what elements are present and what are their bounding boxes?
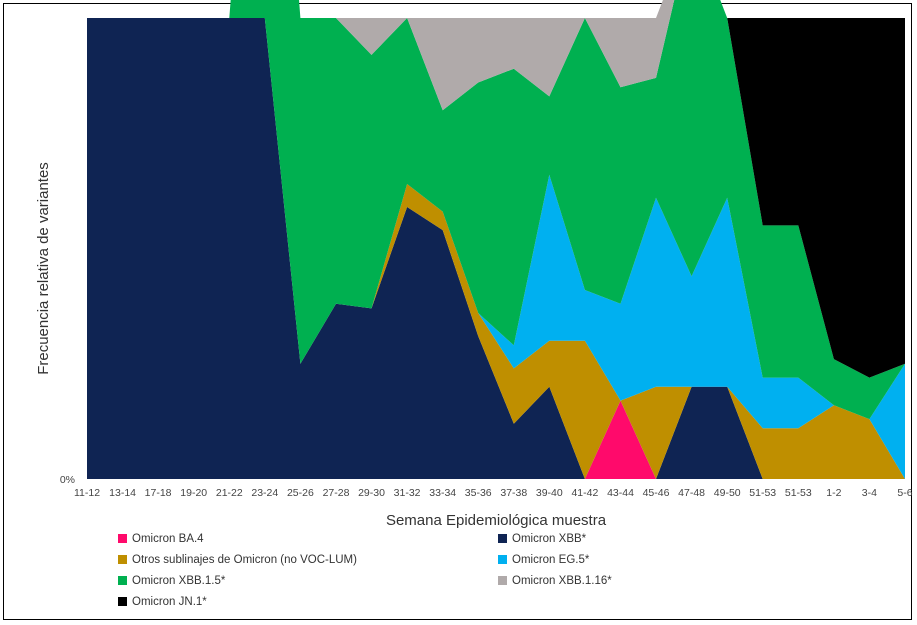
legend-item: Otros sublinajes de Omicron (no VOC-LUM) [118,552,498,567]
y-tick-label: 0% [60,474,75,486]
legend-swatch [498,555,507,564]
x-tick-label: 17-18 [145,487,172,499]
plot-area [87,0,905,479]
legend-swatch [118,576,127,585]
area-series-2 [87,18,905,479]
x-tick-label: 13-14 [109,487,136,499]
legend-label: Omicron XBB.1.5* [132,574,226,587]
legend-swatch [498,534,507,543]
x-tick-label: 43-44 [607,487,634,499]
x-tick-label: 51-53 [749,487,776,499]
x-axis-ticks: 11-12 13-14 17-18 19-20 21-22 23-24 25-26 27-28… [74,487,913,499]
x-tick-label: 3-4 [862,487,877,499]
x-tick-label: 35-36 [465,487,492,499]
legend-label: Omicron XBB* [512,532,587,545]
x-tick-label: 27-28 [323,487,350,499]
y-axis-title: Frecuencia relativa de variantes [35,162,52,375]
area-series-0 [87,18,905,479]
area-series-5 [87,0,905,378]
x-tick-label: 51-53 [785,487,812,499]
x-tick-label: 47-48 [678,487,705,499]
x-tick-label: 49-50 [714,487,741,499]
legend-item: Omicron JN.1* [118,594,498,609]
x-tick-label: 19-20 [180,487,207,499]
x-tick-label: 29-30 [358,487,385,499]
x-axis-title: Semana Epidemiológica muestra [386,512,607,529]
legend-swatch [118,534,127,543]
area-series-4 [87,0,905,420]
legend-label: Omicron XBB.1.16* [512,574,612,587]
x-tick-label: 21-22 [216,487,243,499]
legend-label: Omicron JN.1* [132,595,207,608]
x-tick-label: 5-6 [897,487,912,499]
x-tick-label: 1-2 [826,487,841,499]
legend-swatch [118,597,127,606]
legend-item: Omicron XBB.1.5* [118,573,498,588]
x-tick-label: 31-32 [394,487,421,499]
x-tick-label: 33-34 [429,487,456,499]
x-tick-label: 25-26 [287,487,314,499]
x-tick-label: 23-24 [251,487,278,499]
x-tick-label: 39-40 [536,487,563,499]
legend-label: Otros sublinajes de Omicron (no VOC-LUM) [132,553,357,566]
legend-item: Omicron XBB* [498,531,878,546]
x-tick-label: 45-46 [643,487,670,499]
legend-label: Omicron BA.4 [132,532,204,545]
legend-swatch [118,555,127,564]
x-tick-label: 41-42 [571,487,598,499]
chart-frame [3,3,912,620]
x-tick-label: 11-12 [74,487,100,499]
legend-label: Omicron EG.5* [512,553,590,566]
area-series-3 [87,18,905,479]
x-tick-label: 37-38 [500,487,527,499]
legend-item: Omicron BA.4 [118,531,498,546]
area-series-6 [87,0,905,378]
legend-swatch [498,576,507,585]
legend-item: Omicron XBB.1.16* [498,573,878,588]
legend: Omicron BA.4 Omicron XBB* Otros sublinajes… [118,531,878,609]
legend-item: Omicron EG.5* [498,552,878,567]
